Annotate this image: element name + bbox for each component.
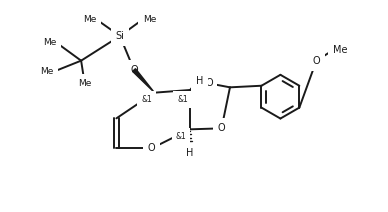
Text: O: O bbox=[148, 143, 156, 153]
Text: Si: Si bbox=[116, 31, 125, 41]
Text: Me: Me bbox=[83, 15, 96, 24]
Text: O: O bbox=[205, 78, 213, 88]
Text: Me: Me bbox=[40, 67, 54, 76]
Text: O: O bbox=[130, 65, 138, 75]
Text: H: H bbox=[186, 148, 194, 158]
Text: Me: Me bbox=[78, 79, 91, 88]
Text: O: O bbox=[218, 123, 225, 133]
Text: Me: Me bbox=[43, 38, 56, 47]
Text: &1: &1 bbox=[141, 95, 152, 104]
Text: &1: &1 bbox=[176, 132, 186, 141]
Text: Me: Me bbox=[333, 45, 348, 55]
Polygon shape bbox=[190, 80, 201, 90]
Text: H: H bbox=[196, 76, 203, 86]
Text: O: O bbox=[313, 56, 320, 66]
Text: Me: Me bbox=[143, 15, 156, 24]
Polygon shape bbox=[133, 69, 154, 93]
Text: &1: &1 bbox=[177, 95, 188, 104]
